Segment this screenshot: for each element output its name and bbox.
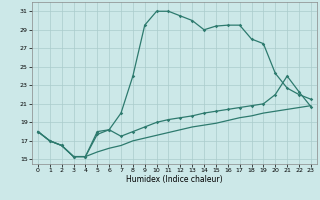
X-axis label: Humidex (Indice chaleur): Humidex (Indice chaleur) — [126, 175, 223, 184]
